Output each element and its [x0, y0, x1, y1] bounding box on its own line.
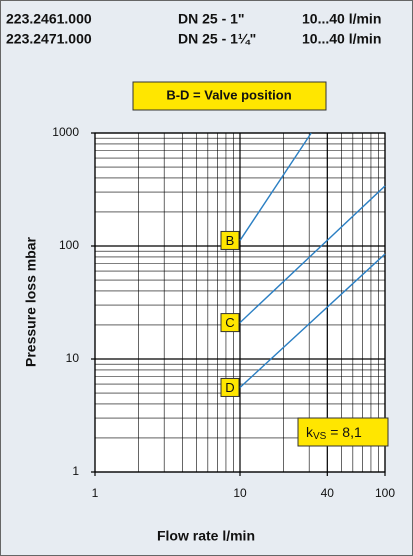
series-label: B [226, 233, 235, 248]
series-line [239, 253, 386, 388]
header-cell: 10...40 l/min [302, 31, 381, 47]
series-label-box [220, 230, 240, 250]
header-cell: DN 25 - 1¼" [178, 31, 256, 47]
x-axis-title: Flow rate l/min [157, 528, 255, 544]
series-label-box [220, 377, 240, 397]
series-line [239, 185, 386, 324]
legend-title: B-D = Valve position [166, 87, 291, 102]
y-tick-label: 100 [59, 238, 79, 252]
annotation-sub: VS [313, 431, 327, 442]
annotation: kVS = 8,1 [306, 424, 362, 442]
legend-box [132, 81, 327, 111]
x-tick-label: 100 [375, 486, 395, 500]
y-tick-label: 1 [72, 464, 79, 478]
y-axis-title: Pressure loss mbar [23, 236, 39, 367]
x-tick-label: 1 [92, 486, 99, 500]
x-tick-label: 40 [321, 486, 335, 500]
annotation-k: k [306, 424, 314, 440]
series-label: D [225, 380, 234, 395]
series-line [239, 132, 312, 241]
annotation-rest: = 8,1 [326, 424, 362, 440]
annotation-box [297, 417, 389, 447]
header-cell: 223.2471.000 [6, 31, 92, 47]
y-tick-label: 1000 [52, 125, 79, 139]
x-tick-label: 10 [233, 486, 247, 500]
header-cell: 223.2461.000 [6, 11, 92, 27]
series-label-box [220, 313, 240, 333]
header-cell: DN 25 - 1" [178, 11, 245, 27]
plot-frame [94, 132, 386, 473]
series-label: C [225, 315, 234, 330]
y-tick-label: 10 [66, 351, 80, 365]
header-cell: 10...40 l/min [302, 11, 381, 27]
